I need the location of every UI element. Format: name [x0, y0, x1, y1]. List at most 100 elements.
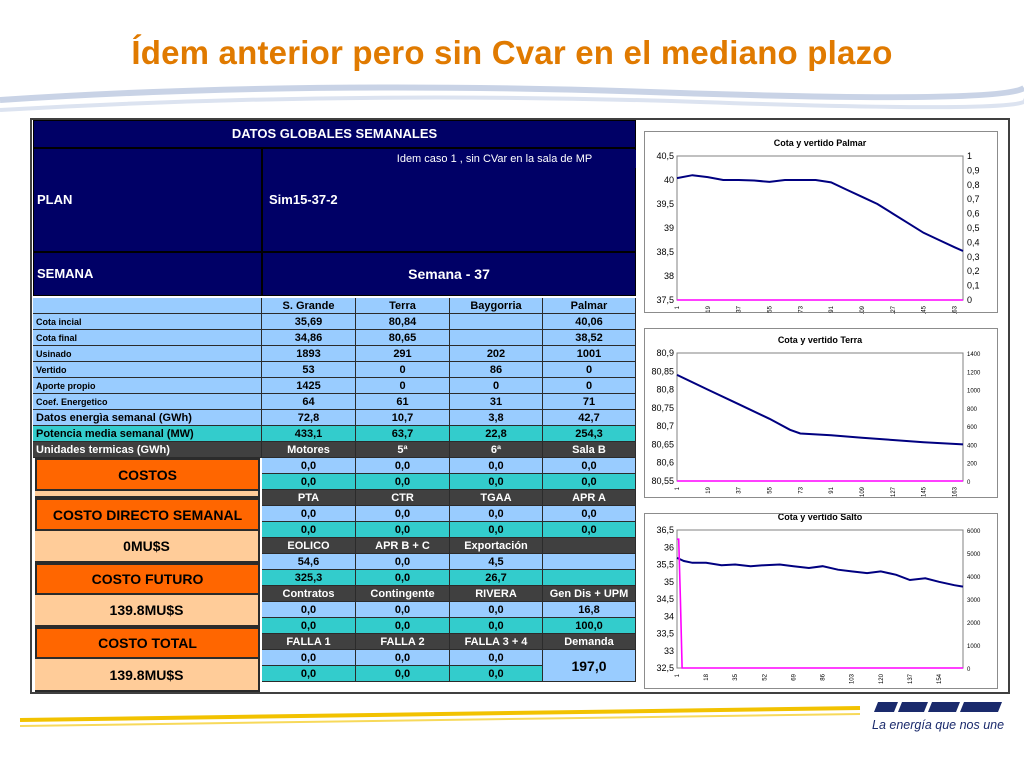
table-cell: 38,52	[543, 330, 636, 346]
y-tick-label: 80,55	[651, 476, 674, 486]
costo-directo-label: COSTO DIRECTO SEMANAL	[35, 498, 260, 531]
g2-cell: 325,3	[262, 570, 356, 586]
col-header: Baygorria	[450, 298, 543, 314]
y2-tick-label: 0,6	[967, 209, 980, 219]
g4-cell: 0,0	[356, 650, 450, 666]
y-tick-label: 39,5	[656, 199, 674, 209]
x-tick-label: 1	[675, 305, 681, 309]
y-tick-label: 80,75	[651, 403, 674, 413]
y-tick-label: 36	[664, 542, 674, 552]
x-tick-label: 163	[952, 305, 958, 314]
y2-tick-label: 5000	[967, 552, 981, 558]
g4-col: Demanda	[543, 634, 636, 650]
table-cell: 0	[450, 378, 543, 394]
chart-palmar: Cota y vertido Palmar 40,5 40 39,5 39 38,5 38 3…	[644, 131, 998, 314]
row-label: Datos energìa semanal (GWh)	[33, 410, 262, 426]
g1-cell: 0,0	[450, 522, 543, 538]
x-tick-label: 73	[798, 486, 804, 493]
y-tick-label: 35,5	[656, 560, 674, 570]
table-cell: 22,8	[450, 426, 543, 442]
x-tick-label: 19	[706, 305, 712, 312]
y2-tick-label: 0,5	[967, 223, 980, 233]
plot-area	[676, 529, 964, 669]
costos-label: COSTOS	[35, 458, 260, 491]
x-tick-label: 127	[891, 305, 897, 314]
table-cell: 72,8	[262, 410, 356, 426]
costo-futuro-value: 139.8MU$S	[35, 595, 260, 627]
y2-tick-label: 600	[967, 425, 978, 431]
costo-directo-value: 0MU$S	[35, 531, 260, 563]
col-header: Terra	[356, 298, 450, 314]
x-tick-label: 163	[952, 486, 958, 497]
y2-tick-label: 0,8	[967, 180, 980, 190]
plan-note: Idem caso 1 , sin CVar en la sala de MP	[353, 150, 636, 168]
g3-cell: 0,0	[356, 618, 450, 634]
y-tick-label: 40,5	[656, 151, 674, 161]
y2-tick-label: 0	[967, 667, 971, 673]
table-cell: 53	[262, 362, 356, 378]
table-cell: 291	[356, 346, 450, 362]
g1-cell: 0,0	[543, 506, 636, 522]
table-cell: 0	[543, 378, 636, 394]
x-tick-label: 103	[850, 673, 856, 684]
y-tick-label: 33	[664, 646, 674, 656]
table-cell: 42,7	[543, 410, 636, 426]
g3-cell: 0,0	[450, 602, 543, 618]
x-tick-label: 145	[922, 486, 928, 497]
g2-col	[543, 538, 636, 554]
g1-col: PTA	[262, 490, 356, 506]
table-cell: 63,7	[356, 426, 450, 442]
g2-cell: 26,7	[450, 570, 543, 586]
g1-cell: 0,0	[262, 522, 356, 538]
plot-area	[676, 352, 964, 482]
y2-tick-label: 1400	[967, 352, 981, 358]
x-tick-label: 127	[891, 486, 897, 497]
row-label: Vertido	[33, 362, 262, 378]
table-cell: 0	[356, 378, 450, 394]
table-cell	[450, 314, 543, 330]
x-tick-label: 145	[922, 305, 928, 314]
table-cell: 86	[450, 362, 543, 378]
x-tick-label: 109	[860, 305, 866, 314]
series-line-0	[676, 174, 964, 252]
termicas-cell: 0,0	[450, 474, 543, 490]
table-cell: 35,69	[262, 314, 356, 330]
termicas-cell: 0,0	[356, 458, 450, 474]
g2-col: APR B + C	[356, 538, 450, 554]
g3-col: Contratos	[262, 586, 356, 602]
termicas-cell: 0,0	[543, 458, 636, 474]
g2-cell: 4,5	[450, 554, 543, 570]
g3-col: RIVERA	[450, 586, 543, 602]
plan-value: Sim15-37-2	[266, 190, 466, 210]
y2-tick-label: 2000	[967, 621, 981, 627]
chart-terra-svg: Cota y vertido Terra 80,9 80,85 80,8 80,75 80…	[651, 335, 981, 497]
series-line-0	[676, 373, 964, 446]
g2-cell: 54,6	[262, 554, 356, 570]
termicas-label: Unidades termicas (GWh)	[33, 442, 262, 458]
y-tick-label: 39	[664, 223, 674, 233]
y2-tick-label: 800	[967, 407, 978, 413]
x-tick-label: 73	[798, 305, 804, 312]
x-tick-label: 91	[829, 305, 835, 312]
g1-cell: 0,0	[356, 522, 450, 538]
row-label: Potencia media semanal (MW)	[33, 426, 262, 442]
y-tick-label: 38,5	[656, 247, 674, 257]
table-cell: 433,1	[262, 426, 356, 442]
y-tick-label: 35	[664, 577, 674, 587]
g3-col: Contingente	[356, 586, 450, 602]
y-tick-label: 40	[664, 175, 674, 185]
table-cell: 1001	[543, 346, 636, 362]
chart-title: Cota y vertido Palmar	[774, 138, 867, 148]
col-header-blank	[33, 298, 262, 314]
row-label: Coef. Energetico	[33, 394, 262, 410]
semana-value: Semana - 37	[262, 252, 636, 296]
y-tick-label: 33,5	[656, 629, 674, 639]
plot-area	[676, 155, 964, 301]
y-tick-label: 34,5	[656, 594, 674, 604]
y-tick-label: 80,9	[656, 348, 674, 358]
row-label: Usinado	[33, 346, 262, 362]
g2-col: EOLICO	[262, 538, 356, 554]
table-cell: 80,65	[356, 330, 450, 346]
termicas-cell: 0,0	[356, 474, 450, 490]
chart-terra: Cota y vertido Terra 80,9 80,85 80,8 80,75 80…	[644, 328, 998, 498]
